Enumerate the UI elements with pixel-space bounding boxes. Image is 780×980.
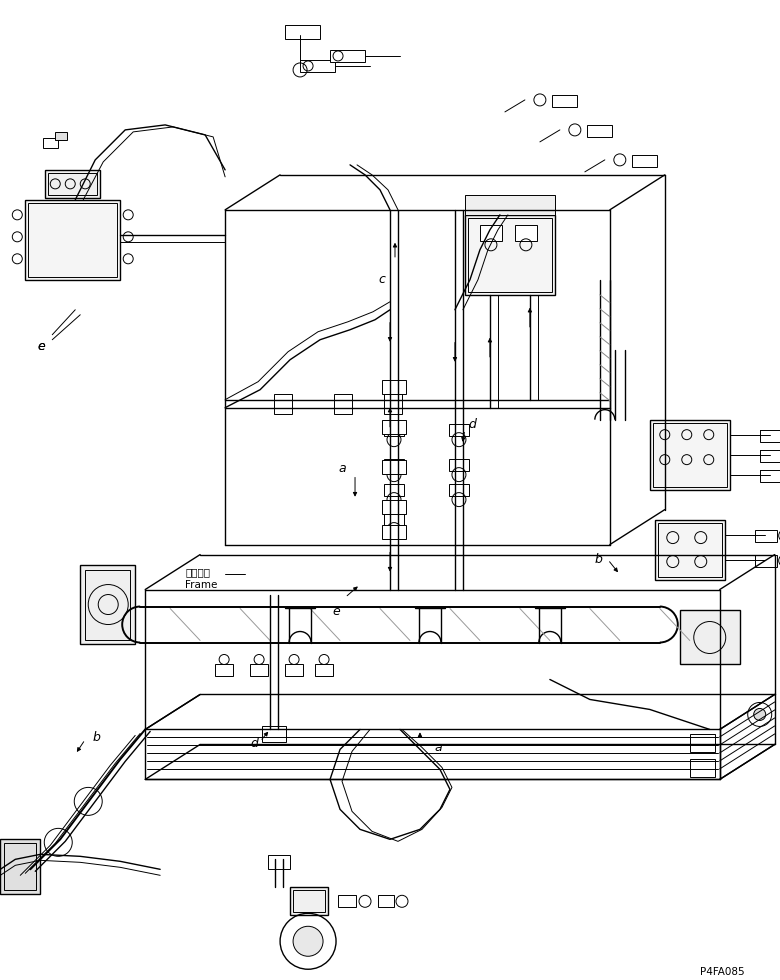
Bar bbox=[587, 124, 612, 137]
Bar bbox=[0, 839, 41, 895]
Text: b: b bbox=[92, 731, 100, 745]
Bar bbox=[449, 459, 469, 470]
Text: a: a bbox=[339, 462, 346, 474]
Bar bbox=[449, 483, 469, 496]
Bar bbox=[760, 469, 780, 481]
Bar bbox=[449, 423, 469, 436]
Bar bbox=[268, 856, 290, 869]
Bar bbox=[338, 896, 356, 907]
Bar bbox=[480, 224, 502, 241]
Text: d: d bbox=[468, 417, 476, 430]
Bar bbox=[760, 429, 780, 442]
Bar bbox=[334, 394, 352, 414]
Bar bbox=[25, 200, 120, 279]
Bar bbox=[290, 887, 328, 915]
Bar bbox=[80, 564, 135, 645]
Bar bbox=[300, 60, 335, 72]
Bar bbox=[384, 459, 404, 470]
Bar bbox=[315, 664, 333, 676]
Bar bbox=[384, 483, 404, 496]
Bar bbox=[45, 170, 100, 198]
Bar bbox=[28, 203, 117, 276]
Bar bbox=[653, 422, 727, 487]
Text: e: e bbox=[37, 340, 45, 353]
Bar bbox=[262, 726, 286, 743]
Text: a: a bbox=[435, 742, 442, 755]
Bar bbox=[293, 890, 325, 912]
Bar bbox=[690, 734, 714, 753]
Text: e: e bbox=[37, 340, 45, 353]
Bar bbox=[215, 664, 233, 676]
Text: P4FA085: P4FA085 bbox=[700, 967, 744, 977]
Bar bbox=[382, 500, 406, 514]
Bar bbox=[755, 529, 777, 542]
Bar bbox=[274, 394, 292, 414]
Text: Frame: Frame bbox=[185, 579, 218, 590]
Text: d: d bbox=[250, 737, 258, 751]
Bar bbox=[384, 394, 402, 414]
Text: フレーム: フレーム bbox=[185, 567, 210, 577]
Bar bbox=[382, 419, 406, 434]
Bar bbox=[632, 155, 657, 167]
Circle shape bbox=[753, 709, 766, 720]
Bar bbox=[384, 423, 404, 436]
Text: b: b bbox=[595, 553, 603, 565]
Bar bbox=[650, 419, 730, 490]
Bar bbox=[55, 132, 67, 140]
Bar bbox=[382, 524, 406, 539]
Bar bbox=[755, 555, 777, 566]
Bar bbox=[378, 896, 394, 907]
Bar bbox=[654, 519, 725, 579]
Bar bbox=[658, 522, 722, 576]
Bar bbox=[384, 514, 404, 525]
Bar bbox=[552, 95, 577, 107]
Bar bbox=[690, 760, 714, 777]
Bar bbox=[330, 50, 365, 62]
Bar bbox=[680, 610, 739, 664]
Bar bbox=[5, 844, 37, 890]
Bar bbox=[382, 460, 406, 473]
Bar bbox=[285, 24, 320, 39]
Bar bbox=[43, 138, 58, 148]
Bar bbox=[285, 664, 303, 676]
Bar bbox=[250, 664, 268, 676]
Text: c: c bbox=[378, 272, 385, 286]
Circle shape bbox=[293, 926, 323, 956]
Bar bbox=[515, 224, 537, 241]
Bar bbox=[382, 379, 406, 394]
Bar bbox=[465, 195, 555, 215]
Bar bbox=[465, 215, 555, 295]
Bar bbox=[468, 218, 552, 292]
Bar bbox=[760, 450, 780, 462]
Bar bbox=[48, 172, 98, 195]
Text: e: e bbox=[332, 605, 340, 617]
Bar bbox=[85, 569, 130, 640]
